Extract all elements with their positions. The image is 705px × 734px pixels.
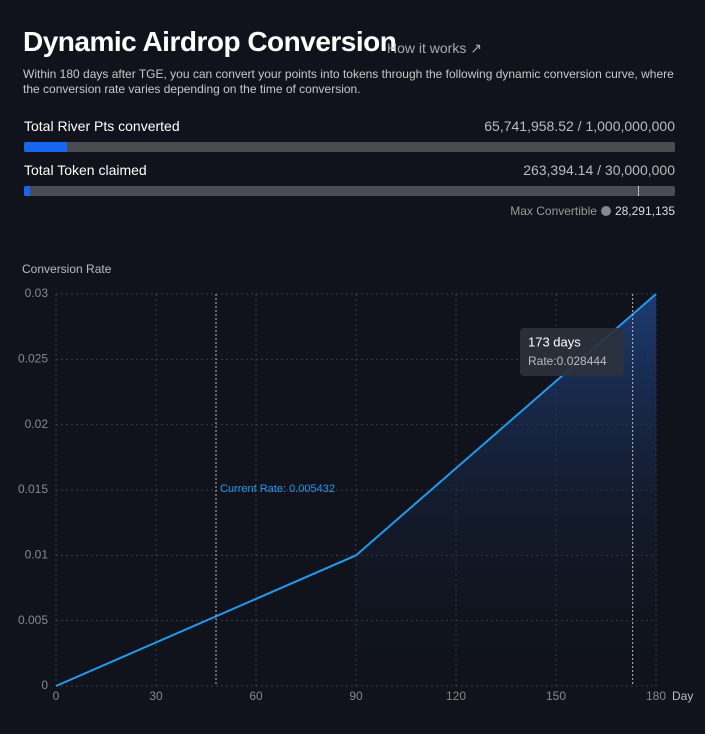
x-tick-label: 0 [53, 689, 60, 703]
tooltip-box [520, 328, 624, 376]
y-tick-label: 0.02 [25, 417, 49, 431]
max-value: 28,291,135 [614, 204, 675, 218]
tooltip-title: 173 days [528, 334, 581, 349]
progress-fill [24, 142, 67, 152]
x-tick-label: 30 [149, 689, 163, 703]
x-tick-label: 60 [249, 689, 263, 703]
y-tick-label: 0.025 [18, 352, 48, 366]
title: Dynamic Airdrop Conversion [23, 26, 397, 57]
y-tick-label: 0.015 [18, 482, 48, 496]
y-tick-label: 0.005 [18, 613, 48, 627]
tooltip: 173 days Rate:0.028444 [520, 328, 624, 376]
progress-label: Total River Pts converted [24, 118, 180, 134]
progress-value: 263,394.14 / 30,000,000 [523, 162, 675, 178]
y-tick-label: 0 [41, 678, 48, 692]
max-label: Max Convertible [510, 204, 597, 218]
current-rate-label: Current Rate: 0.005432 [220, 483, 335, 495]
progress-label: Total Token claimed [24, 162, 147, 178]
y-axis-title: Conversion Rate [22, 262, 112, 276]
progress-fill [24, 186, 30, 196]
y-tick-label: 0.03 [25, 286, 49, 300]
max-marker [637, 186, 639, 196]
area [356, 294, 656, 686]
x-tick-label: 90 [349, 689, 363, 703]
x-tick-label: 150 [546, 689, 566, 703]
line [55, 293, 657, 687]
x-tick-label: 120 [446, 689, 466, 703]
info-icon [600, 206, 611, 216]
progress-value: 65,741,958.52 / 1,000,000,000 [484, 118, 675, 134]
tooltip-value: Rate:0.028444 [528, 354, 607, 368]
progress-track [24, 186, 675, 196]
description: Within 180 days after TGE, you can conve… [23, 67, 674, 96]
max-convertible: Max Convertible 28,291,135 [510, 204, 675, 218]
x-axis-title: Day [672, 689, 693, 703]
chart: Conversion Rate Day 0 0.005 0.01 0.015 0.02 0… [18, 262, 693, 703]
x-tick-label: 180 [646, 689, 666, 703]
progress-track [24, 142, 675, 152]
y-tick-label: 0.01 [25, 548, 49, 562]
how-it-works-link[interactable]: How it works ↗ [387, 40, 482, 56]
